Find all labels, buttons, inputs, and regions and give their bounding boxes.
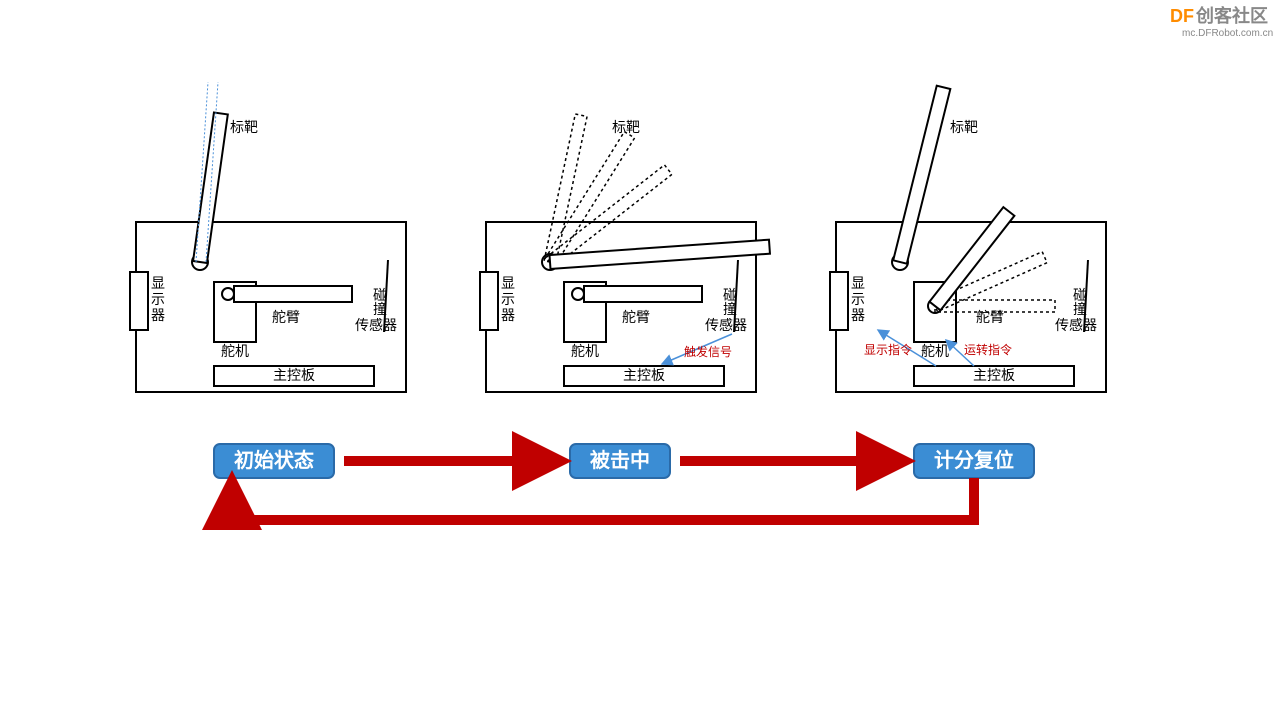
svg-text:舵机: 舵机 xyxy=(571,343,599,359)
mainboard-label-1: 主控板 xyxy=(273,367,315,383)
svg-text:传感器: 传感器 xyxy=(355,317,397,333)
display-cmd-label: 显示指令 xyxy=(864,342,912,357)
panel-initial: 显 示 器 舵机 舵臂 碰 撞 传感器 主控板 标靶 xyxy=(130,82,406,392)
logo-rest: 创客社区 xyxy=(1195,5,1268,26)
svg-text:显: 显 xyxy=(851,275,865,291)
svg-text:标靶: 标靶 xyxy=(950,119,978,135)
svg-text:器: 器 xyxy=(501,307,515,323)
svg-text:舵臂: 舵臂 xyxy=(622,309,650,325)
logo: DF 创客社区 mc.DFRobot.com.cn xyxy=(1170,5,1273,39)
svg-text:主控板: 主控板 xyxy=(623,367,665,383)
svg-text:显: 显 xyxy=(501,275,515,291)
svg-text:舵机: 舵机 xyxy=(921,343,949,359)
svg-text:初始状态: 初始状态 xyxy=(234,448,314,472)
svg-text:传感器: 传感器 xyxy=(705,317,747,333)
svg-text:器: 器 xyxy=(151,307,165,323)
svg-text:撞: 撞 xyxy=(723,301,737,317)
state-hit: 被击中 xyxy=(570,444,670,478)
svg-text:示: 示 xyxy=(501,291,515,307)
svg-text:显: 显 xyxy=(151,275,165,291)
svg-text:传感器: 传感器 xyxy=(1055,317,1097,333)
svg-text:标靶: 标靶 xyxy=(612,119,640,135)
svg-text:被击中: 被击中 xyxy=(590,448,650,472)
panel-reset: 显 示 器 舵机 舵臂 碰 撞 传感器 主控板 标靶 显示指令 运转指令 xyxy=(830,86,1106,392)
arrow-return xyxy=(232,478,974,520)
trigger-signal-label: 触发信号 xyxy=(684,344,732,359)
panel-hit: 显 示 器 舵机 舵臂 碰 撞 传感器 主控板 标靶 触发信号 xyxy=(480,114,770,392)
arm-label: 舵臂 xyxy=(272,309,300,325)
rotate-cmd-label: 运转指令 xyxy=(964,342,1012,357)
state-reset: 计分复位 xyxy=(914,444,1034,478)
logo-url: mc.DFRobot.com.cn xyxy=(1182,28,1273,39)
svg-text:主控板: 主控板 xyxy=(973,367,1015,383)
svg-text:撞: 撞 xyxy=(1073,301,1087,317)
svg-text:计分复位: 计分复位 xyxy=(934,448,1014,472)
svg-text:示: 示 xyxy=(151,291,165,307)
target-label-1: 标靶 xyxy=(230,119,258,135)
servo-label: 舵机 xyxy=(221,343,249,359)
logo-df: DF xyxy=(1170,6,1194,26)
svg-text:撞: 撞 xyxy=(373,301,387,317)
state-initial: 初始状态 xyxy=(214,444,334,478)
svg-text:器: 器 xyxy=(851,307,865,323)
svg-text:示: 示 xyxy=(851,291,865,307)
